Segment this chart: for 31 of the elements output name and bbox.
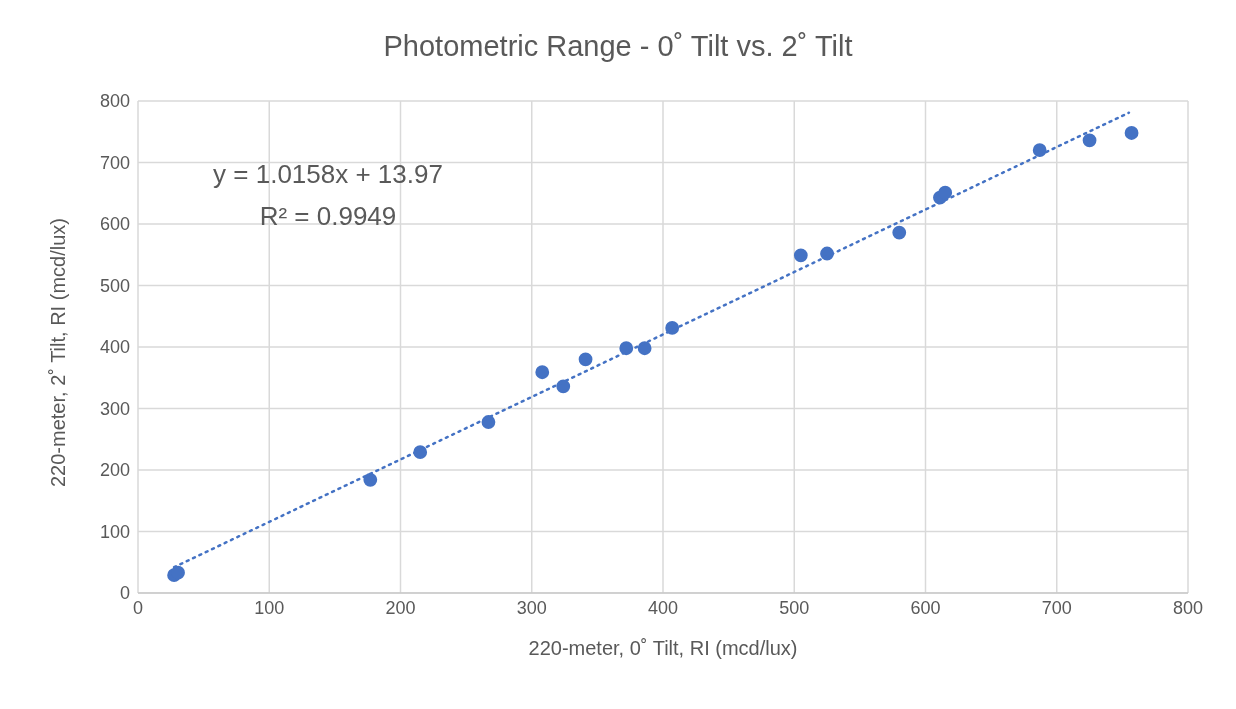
y-tick-label: 200 (99, 460, 130, 481)
point (793, 248, 808, 263)
annotation: y = 1.0158x + 13.97 (212, 158, 444, 191)
y-tick-label: 500 (99, 275, 130, 296)
point (171, 565, 185, 580)
y-tick-label: 800 (99, 91, 130, 112)
x-tick-label: 100 (254, 597, 285, 618)
y-tick-label: 700 (99, 152, 130, 173)
x-tick-label: 300 (516, 597, 547, 618)
x-axis-title: 220-meter, 0˚ Tilt, RI (mcd/lux) (528, 637, 798, 659)
y-tick-label: 300 (99, 398, 130, 419)
x-tick-label: 500 (779, 597, 810, 618)
x-tick-label: 700 (1041, 597, 1072, 618)
point (938, 185, 953, 200)
y-tick-label: 100 (99, 521, 130, 542)
point (1124, 126, 1139, 140)
x-tick-label: 0 (132, 597, 144, 618)
x-tick-label: 400 (647, 597, 679, 618)
point (535, 365, 550, 380)
annotation: R² = 0.9949 (258, 200, 398, 233)
x-tick-label: 200 (385, 597, 416, 618)
y-tick-label: 0 (119, 583, 130, 604)
y-tick-label: 400 (99, 337, 130, 358)
point (578, 352, 593, 367)
x-tick-label: 600 (910, 597, 941, 618)
y-axis-title: 220-meter, 2˚ Tilt, RI (mcd/lux) (47, 218, 70, 487)
point (1082, 133, 1097, 148)
y-tick-label: 600 (99, 214, 130, 235)
x-tick-label: 800 (1172, 597, 1204, 618)
chart-title: Photometric Range - 0˚ Tilt vs. 2˚ Tilt (382, 30, 854, 63)
point (892, 225, 907, 240)
